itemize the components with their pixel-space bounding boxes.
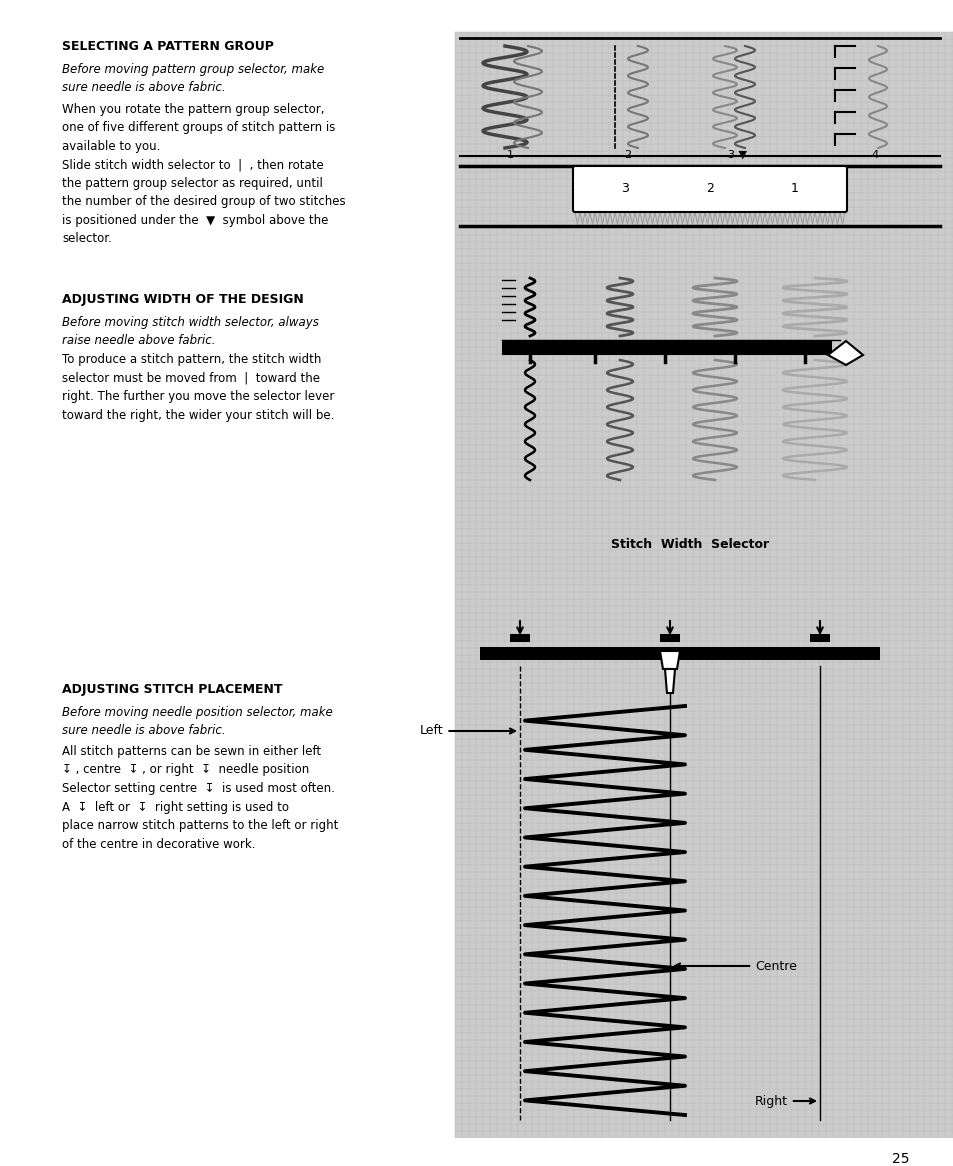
FancyBboxPatch shape [573, 166, 846, 212]
Text: Stitch  Width  Selector: Stitch Width Selector [610, 538, 768, 552]
Bar [455, 31, 953, 1138]
Text: Left: Left [419, 724, 515, 738]
Text: 3 ▼: 3 ▼ [728, 150, 747, 160]
Text: 4: 4 [870, 150, 878, 160]
Bar [809, 634, 829, 642]
Bar [479, 649, 879, 660]
Polygon shape [664, 669, 675, 693]
Text: Right: Right [754, 1095, 814, 1108]
Text: SELECTING A PATTERN GROUP: SELECTING A PATTERN GROUP [62, 40, 274, 52]
Text: 1: 1 [506, 150, 513, 160]
Text: 3: 3 [620, 183, 628, 196]
Bar [479, 647, 879, 652]
Text: When you rotate the pattern group selector,
one of five different groups of stit: When you rotate the pattern group select… [62, 103, 345, 246]
Text: To produce a stitch pattern, the stitch width
selector must be moved from  |  to: To produce a stitch pattern, the stitch … [62, 353, 334, 421]
Bar [501, 340, 831, 354]
Text: Before moving stitch width selector, always
raise needle above fabric.: Before moving stitch width selector, alw… [62, 316, 318, 347]
Text: Centre: Centre [675, 960, 796, 972]
Text: ADJUSTING WIDTH OF THE DESIGN: ADJUSTING WIDTH OF THE DESIGN [62, 293, 303, 305]
Bar [659, 634, 679, 642]
Text: Before moving needle position selector, make
sure needle is above fabric.: Before moving needle position selector, … [62, 705, 333, 737]
Text: Before moving pattern group selector, make
sure needle is above fabric.: Before moving pattern group selector, ma… [62, 63, 324, 94]
Polygon shape [659, 651, 679, 669]
Text: 1: 1 [790, 183, 798, 196]
Text: 2: 2 [705, 183, 713, 196]
Polygon shape [827, 340, 862, 365]
Text: All stitch patterns can be sewn in either left
↧ , centre  ↧ , or right  ↧  need: All stitch patterns can be sewn in eithe… [62, 745, 338, 850]
Text: 2: 2 [624, 150, 631, 160]
Bar [510, 634, 530, 642]
Text: 25: 25 [892, 1152, 909, 1166]
Text: ADJUSTING STITCH PLACEMENT: ADJUSTING STITCH PLACEMENT [62, 683, 282, 696]
